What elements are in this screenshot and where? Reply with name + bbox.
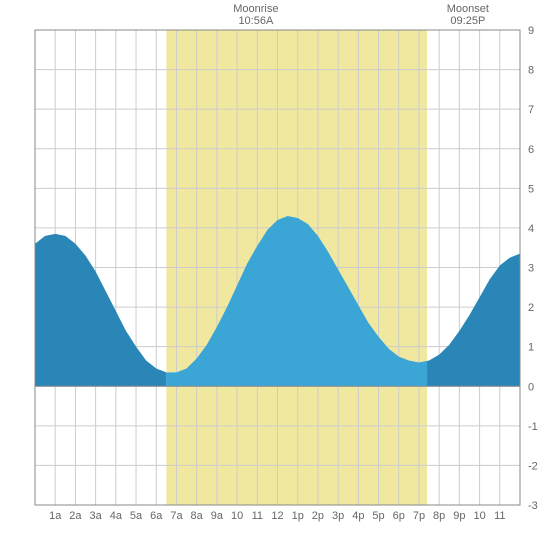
y-tick-label: 4 (528, 223, 534, 235)
moonset-label: Moonset (447, 3, 489, 15)
x-tick-label: 3a (90, 510, 103, 522)
x-tick-label: 7a (170, 510, 183, 522)
y-tick-label: 0 (528, 381, 534, 393)
x-tick-label: 10 (473, 510, 485, 522)
y-tick-label: 3 (528, 263, 534, 275)
y-tick-label: 5 (528, 183, 534, 195)
x-tick-label: 8p (433, 510, 445, 522)
x-tick-label: 6a (150, 510, 163, 522)
x-tick-label: 3p (332, 510, 344, 522)
x-axis-labels: 1a 2a 3a 4a 5a 6a 7a 8a 9a 10 11 12 1p 2p 3p 4p 5p 6p 7p 8p… (49, 510, 505, 522)
x-tick-label: 9a (211, 510, 224, 522)
y-tick-label: 7 (528, 104, 534, 116)
x-tick-label: 9p (453, 510, 465, 522)
y-tick-label: 2 (528, 302, 534, 314)
y-tick-label: -2 (528, 460, 538, 472)
moonrise: Moonrise10:56A (233, 3, 278, 27)
y-tick-label: -3 (528, 500, 538, 512)
x-tick-label: 11 (252, 510, 263, 522)
x-tick-label: 5a (130, 510, 143, 522)
chart-svg: 1a2a3a4a5a6a7a8a9a1011121p2p3p4p5p6p7p8p… (0, 0, 550, 550)
moonrise-time: 10:56A (238, 15, 274, 27)
y-tick-label: 6 (528, 144, 534, 156)
y-tick-label: 8 (528, 65, 534, 77)
tide-chart: 1a2a3a4a5a6a7a8a9a1011121p2p3p4p5p6p7p8p… (0, 0, 550, 550)
x-tick-label: 8a (191, 510, 204, 522)
moonrise-label: Moonrise (233, 3, 278, 15)
x-tick-label: 1p (292, 510, 304, 522)
x-tick-label: 2a (69, 510, 82, 522)
x-tick-label: 6p (393, 510, 405, 522)
moonset-time: 09:25P (450, 15, 485, 27)
y-tick-label: 9 (528, 25, 534, 37)
x-tick-label: 7p (413, 510, 425, 522)
x-tick-label: 2p (312, 510, 324, 522)
x-tick-label: 1a (49, 510, 62, 522)
x-tick-label: 12 (271, 510, 283, 522)
moonset: Moonset09:25P (447, 3, 489, 27)
y-tick-label: -1 (528, 421, 538, 433)
x-tick-label: 10 (231, 510, 243, 522)
x-tick-label: 5p (372, 510, 384, 522)
y-tick-label: 1 (528, 342, 534, 354)
x-tick-label: 4p (352, 510, 364, 522)
x-tick-label: 11 (494, 510, 505, 522)
x-tick-label: 4a (110, 510, 123, 522)
